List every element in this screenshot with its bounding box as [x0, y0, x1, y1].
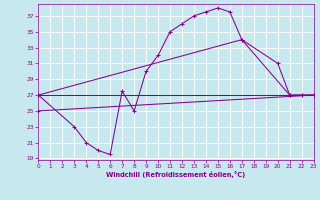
X-axis label: Windchill (Refroidissement éolien,°C): Windchill (Refroidissement éolien,°C) [106, 171, 246, 178]
